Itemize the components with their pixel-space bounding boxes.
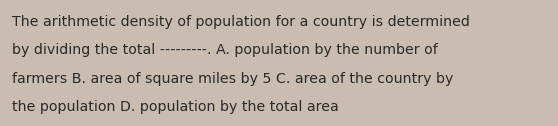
Text: The arithmetic density of population for a country is determined: The arithmetic density of population for…: [12, 15, 470, 29]
Text: the population D. population by the total area: the population D. population by the tota…: [12, 100, 339, 114]
Text: by dividing the total ---------. A. population by the number of: by dividing the total ---------. A. popu…: [12, 43, 438, 57]
Text: farmers B. area of square miles by 5 C. area of the country by: farmers B. area of square miles by 5 C. …: [12, 72, 454, 86]
